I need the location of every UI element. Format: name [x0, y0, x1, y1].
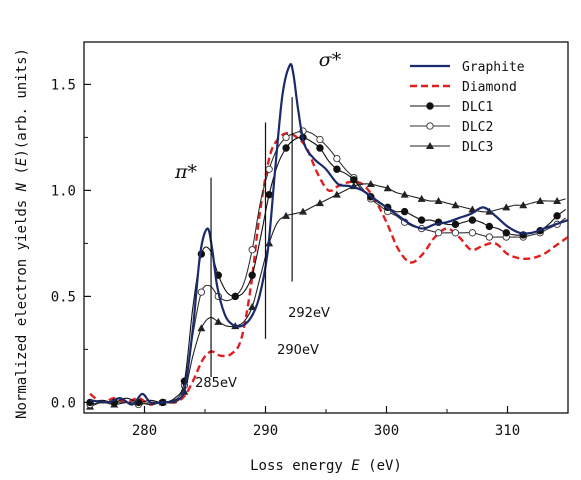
series-point-dlc2	[451, 229, 460, 237]
annotations: σ* π* 285eV 290eV 292eV	[174, 49, 342, 391]
series-point-dlc1	[400, 207, 409, 216]
series-point-dlc1	[451, 220, 460, 229]
series-point-dlc2	[197, 288, 206, 296]
legend-label: Graphite	[462, 60, 525, 75]
series-line-dlc3	[89, 183, 566, 408]
series-point-dlc3	[282, 211, 291, 219]
series-point-dlc2	[485, 233, 493, 241]
energy-annotation: 290eV	[277, 343, 319, 358]
legend: Graphite Diamond DLC1 DLC2 DLC3	[410, 60, 525, 155]
series-point-dlc1	[265, 190, 273, 199]
series-point-dlc1	[231, 292, 239, 301]
legend-label: DLC1	[462, 100, 493, 115]
series-dlc1	[86, 133, 566, 407]
series-point-dlc1	[333, 165, 341, 173]
series-point-dlc3	[214, 317, 223, 325]
series-point-dlc1	[468, 216, 477, 224]
series-point-dlc3	[451, 201, 460, 209]
x-tick-label: 280	[132, 423, 157, 439]
series-line-dlc1	[89, 136, 566, 403]
y-tick-label: 1.5	[51, 77, 76, 93]
series-point-dlc1	[350, 176, 358, 184]
series-point-dlc2	[316, 135, 324, 144]
series-point-dlc2	[248, 246, 256, 254]
series-point-dlc3	[332, 190, 341, 198]
curves	[86, 63, 569, 410]
series-point-dlc3	[502, 203, 511, 211]
y-tick-label: 0.0	[51, 395, 76, 411]
series-point-dlc3	[315, 199, 324, 207]
ticks: 280 290 300 310 0.0 0.5 1.0 1.5	[51, 77, 569, 439]
series-point-dlc1	[553, 212, 561, 220]
series-point-dlc1	[485, 222, 494, 231]
legend-item-dlc1: DLC1	[410, 100, 493, 115]
x-tick-label: 290	[253, 423, 278, 439]
y-axis-label: Normalized electron yields N (E)(arb. un…	[14, 48, 30, 419]
x-tick-label: 310	[495, 423, 520, 439]
series-point-dlc3	[197, 324, 206, 332]
series-point-dlc2	[265, 165, 273, 173]
series-point-dlc2	[468, 229, 477, 237]
series-point-dlc3	[400, 190, 409, 198]
series-point-dlc1	[282, 144, 290, 152]
energy-annotation: 292eV	[288, 306, 330, 321]
orbital-annotation: σ*	[319, 49, 342, 71]
series-point-dlc3	[434, 197, 443, 204]
series-point-dlc3	[553, 197, 562, 204]
series-point-dlc2	[282, 133, 290, 142]
series-point-dlc3	[417, 194, 426, 202]
x-axis-label: Loss energy E (eV)	[250, 458, 402, 474]
y-tick-label: 1.0	[51, 183, 76, 199]
energy-annotation: 285eV	[195, 376, 237, 391]
legend-label: DLC2	[462, 120, 493, 135]
legend-label: DLC3	[462, 140, 493, 155]
x-tick-label: 300	[374, 423, 399, 439]
series-point-dlc3	[383, 184, 392, 192]
series-point-dlc2	[333, 154, 341, 163]
legend-label: Diamond	[462, 80, 517, 95]
legend-marker	[426, 122, 434, 130]
y-tick-label: 0.5	[51, 289, 76, 305]
legend-item-diamond: Diamond	[410, 80, 517, 95]
series-point-dlc3	[299, 207, 308, 215]
series-point-dlc1	[417, 216, 426, 224]
series-point-dlc1	[316, 144, 324, 152]
series-point-dlc1	[248, 271, 256, 279]
series-point-dlc3	[248, 303, 257, 310]
series-point-dlc2	[434, 229, 443, 237]
series-line-graphite	[89, 63, 569, 406]
series-point-dlc3	[519, 201, 528, 209]
series-point-dlc3	[536, 197, 545, 204]
legend-item-dlc3: DLC3	[410, 140, 493, 155]
orbital-annotation: π*	[174, 161, 197, 183]
legend-marker	[426, 102, 434, 110]
legend-item-dlc2: DLC2	[410, 120, 493, 135]
series-point-dlc1	[502, 229, 510, 237]
series-graphite	[89, 63, 569, 406]
series-point-dlc3	[366, 180, 375, 188]
marker-lines	[210, 97, 293, 377]
legend-item-graphite: Graphite	[410, 60, 525, 75]
legend-marker	[426, 142, 434, 149]
